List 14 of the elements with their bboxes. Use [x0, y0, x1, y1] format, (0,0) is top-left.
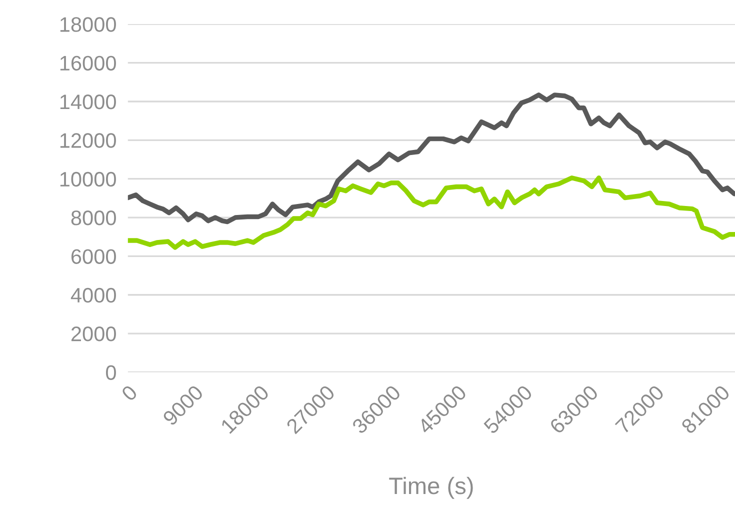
- y-tick-label: 14000: [60, 94, 116, 110]
- y-tick-label: 10000: [60, 172, 116, 187]
- y-tick-label: 2000: [71, 326, 116, 342]
- x-axis-title: Time (s): [389, 476, 473, 499]
- x-tick-label: 0: [120, 384, 138, 402]
- y-tick-label: 4000: [70, 288, 116, 303]
- y-tick-label: 8000: [71, 210, 116, 226]
- line-series: [128, 92, 735, 224]
- line-series: [128, 176, 735, 250]
- y-tick-label: 0: [106, 365, 116, 380]
- y-tick-label: 18000: [60, 17, 116, 32]
- y-tick-label: 6000: [71, 249, 116, 264]
- y-tick-label: 12000: [60, 133, 116, 148]
- y-tick-label: 16000: [60, 56, 116, 71]
